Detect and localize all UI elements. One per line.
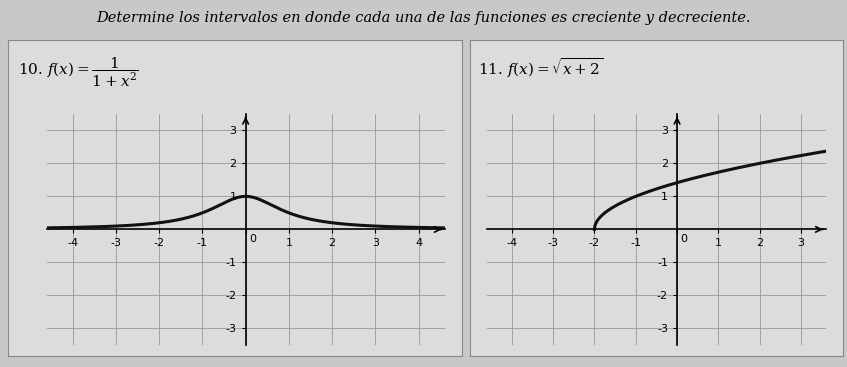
- Text: 0: 0: [249, 235, 256, 244]
- Text: 0: 0: [680, 235, 688, 244]
- Text: 10. $f(x) = \dfrac{1}{1+x^2}$: 10. $f(x) = \dfrac{1}{1+x^2}$: [18, 56, 138, 89]
- Text: Determine los intervalos en donde cada una de las funciones es creciente y decre: Determine los intervalos en donde cada u…: [97, 11, 750, 25]
- Text: 11. $f(x) = \sqrt{x+2}$: 11. $f(x) = \sqrt{x+2}$: [478, 56, 603, 80]
